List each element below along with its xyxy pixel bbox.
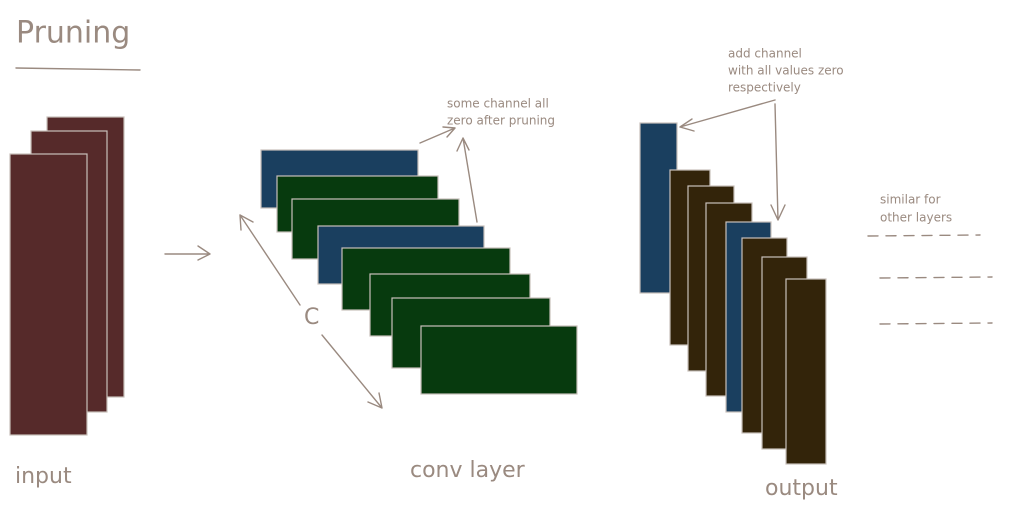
- annotation: other layers: [880, 211, 952, 225]
- input-channels: [9, 116, 125, 436]
- conv-filters: [260, 149, 578, 395]
- channel: [785, 278, 827, 465]
- output-channels: [639, 122, 827, 465]
- dashed-line: [867, 234, 981, 237]
- arrow: [419, 126, 456, 144]
- dashed-line: [879, 276, 993, 279]
- arrow: [679, 99, 776, 132]
- annotation: similar for: [880, 193, 941, 207]
- channel: [9, 153, 88, 436]
- arrow: [456, 137, 478, 223]
- annotation: respectively: [728, 81, 801, 95]
- title-underline: [15, 67, 141, 71]
- title: Pruning: [16, 16, 130, 51]
- arrow: [321, 334, 383, 409]
- arrow: [164, 245, 211, 261]
- annotation: with all values zero: [728, 64, 844, 78]
- dashed-line: [879, 322, 993, 325]
- dashed-lines: [867, 234, 993, 325]
- input-label: input: [15, 464, 72, 489]
- output-label: output: [765, 476, 838, 501]
- annotation: add channel: [728, 47, 802, 61]
- annotation: some channel all: [447, 97, 549, 111]
- channel-count-label: C: [304, 305, 319, 330]
- conv-label: conv layer: [410, 458, 526, 483]
- annotation: zero after pruning: [447, 114, 555, 128]
- arrow: [770, 103, 786, 221]
- filter: [420, 325, 578, 395]
- arrow: [239, 214, 301, 306]
